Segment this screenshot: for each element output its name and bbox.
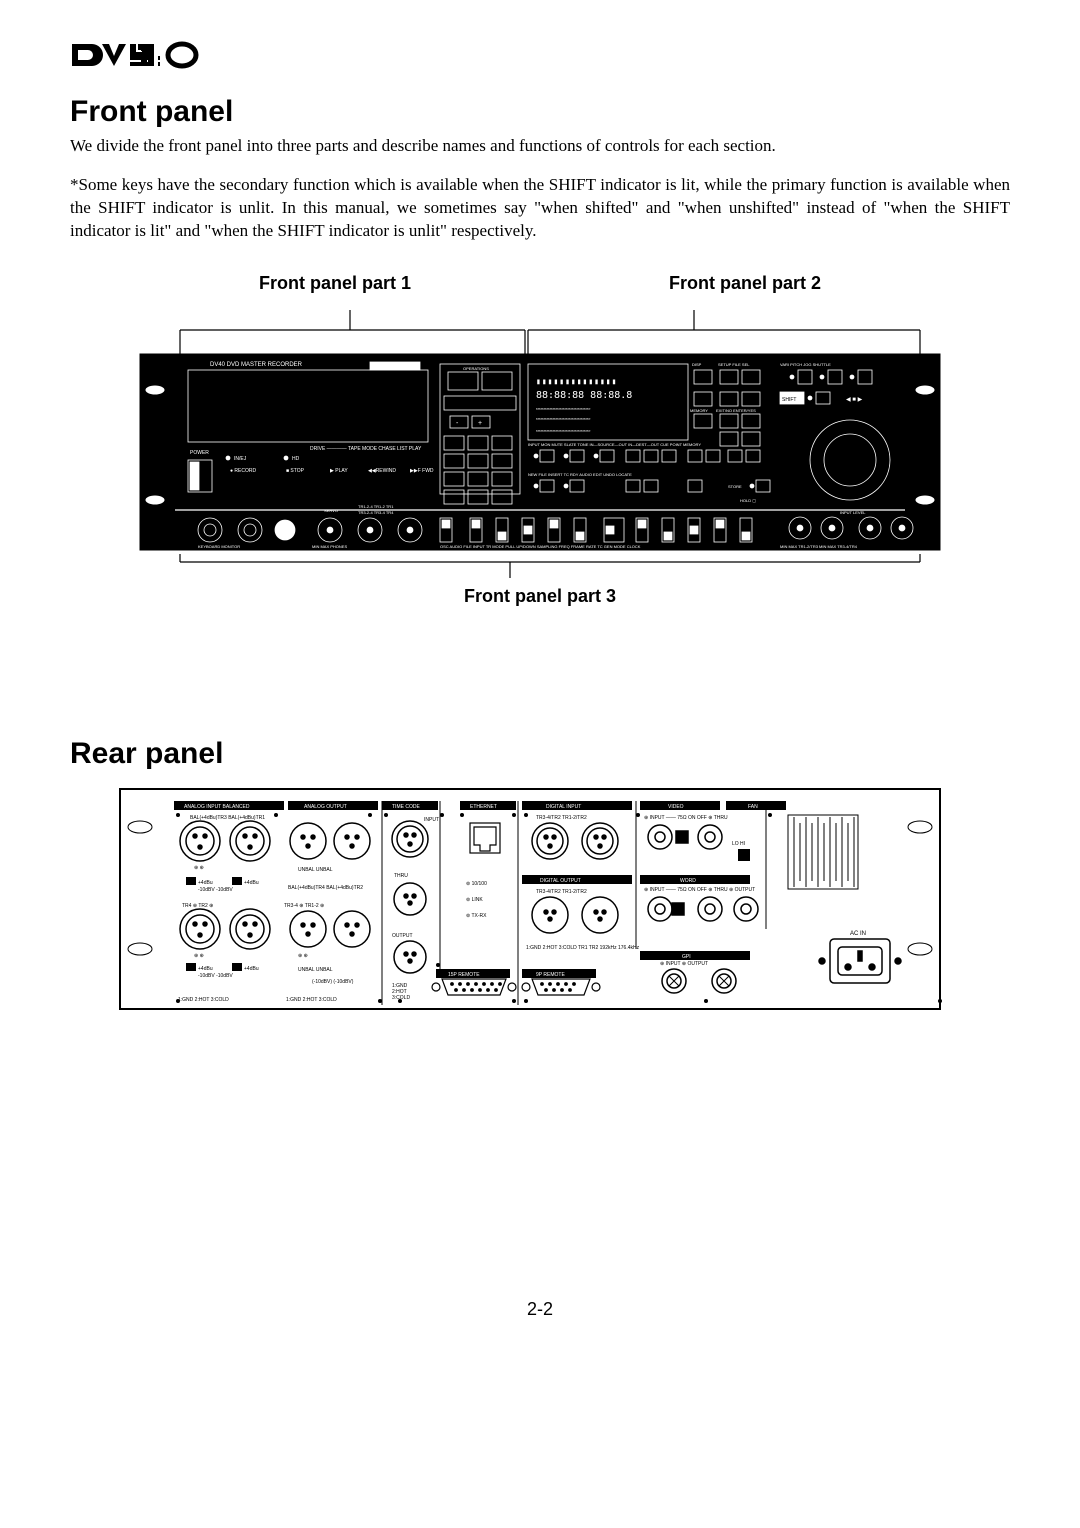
svg-text:OPERATIONS: OPERATIONS [463,366,489,371]
svg-text:OUTPUT: OUTPUT [392,933,413,939]
rear-panel-heading: Rear panel [70,737,1010,771]
svg-text:⊕ ⊕: ⊕ ⊕ [298,953,308,959]
svg-text:⊕ INPUT —— 75Ω ON OFF ⊕ THRU: ⊕ INPUT —— 75Ω ON OFF ⊕ THRU [644,815,728,821]
svg-text:⊕ INPUT ⊕ OUTPUT: ⊕ INPUT ⊕ OUTPUT [660,961,708,967]
svg-text:▭▭▭▭▭▭▭▭▭▭▭▭▭▭▭▭▭▭: ▭▭▭▭▭▭▭▭▭▭▭▭▭▭▭▭▭▭ [536,416,590,422]
svg-text:▭▭▭▭▭▭▭▭▭▭▭▭▭▭▭▭▭▭: ▭▭▭▭▭▭▭▭▭▭▭▭▭▭▭▭▭▭ [536,406,590,412]
svg-text:⊕ INPUT —— 75Ω ON OFF ⊕ THRU: ⊕ INPUT —— 75Ω ON OFF ⊕ THRU ⊕ OUTPUT [644,887,755,893]
svg-text:⊚ TX-RX: ⊚ TX-RX [466,913,487,919]
label-front-part1: Front panel part 1 [259,273,411,294]
svg-text:MIN MAX TR1-2/TR3 MIN MAX: MIN MAX TR1-2/TR3 MIN MAX TR3-4/TR4 [780,544,858,549]
svg-text:FAN: FAN [748,804,758,810]
svg-text:VIDEO: VIDEO [668,804,684,810]
svg-text:INPUT MON MUTE SLATE TONE: INPUT MON MUTE SLATE TONE IN—SOURCE—OUT … [528,442,701,447]
svg-text:TR4 ⊕ TR2 ⊕: TR4 ⊕ TR2 ⊕ [182,903,213,909]
svg-text:THRU: THRU [394,873,408,879]
svg-text:⊕ ⊕: ⊕ ⊕ [194,953,204,959]
svg-text:KEYBOARD MONITOR: KEYBOARD MONITOR [198,544,240,549]
svg-text:WORD: WORD [680,878,696,884]
svg-text:OSC AUDIO FILE INPUT TR: OSC AUDIO FILE INPUT TR MODE PULL UP/DOW… [440,544,641,549]
svg-text:IN/EJ: IN/EJ [234,456,247,462]
svg-text:TIME CODE: TIME CODE [392,804,420,810]
svg-text:VARI PITCH JOG SHUTTLE: VARI PITCH JOG SHUTTLE [780,362,831,367]
svg-text:MIN MAX PHONES: MIN MAX PHONES [312,544,347,549]
page-number: 2-2 [70,1299,1010,1320]
svg-text:POWER: POWER [190,450,209,456]
svg-text:ANALOG INPUT BALANCED: ANALOG INPUT BALANCED [184,804,250,810]
svg-text:ANALOG OUTPUT: ANALOG OUTPUT [304,804,347,810]
svg-text:1:GND 2:HOT 3:COLD TR1 TR2: 1:GND 2:HOT 3:COLD TR1 TR2 192kHz 176.4k… [526,945,640,951]
svg-text:+4dBu: +4dBu [244,880,259,886]
svg-text:⊚ 10/100: ⊚ 10/100 [466,881,487,887]
front-panel-note: *Some keys have the secondary function w… [70,174,1010,243]
svg-text:◀◀REWIND: ◀◀REWIND [368,468,396,474]
svg-text:3:COLD: 3:COLD [392,995,410,1001]
product-logo [70,40,1010,77]
svg-text:+: + [478,420,482,427]
front-panel-heading: Front panel [70,95,1010,129]
label-front-part2: Front panel part 2 [669,273,821,294]
svg-text:NEW FILE INSERT TC RDY A: NEW FILE INSERT TC RDY AUDIO EDIT UNDO L… [528,472,632,477]
svg-text:SHIFT: SHIFT [782,397,796,403]
svg-text:TR3-4 ⊕ TR1-2 ⊕: TR3-4 ⊕ TR1-2 ⊕ [284,903,324,909]
svg-text:● RECORD: ● RECORD [230,468,256,474]
svg-text:GPI: GPI [682,954,691,960]
svg-text:◀ ■ ▶: ◀ ■ ▶ [846,397,863,403]
svg-text:9P REMOTE: 9P REMOTE [536,972,565,978]
svg-text:+4dBu: +4dBu [198,966,213,972]
svg-text:INPUT: INPUT [424,817,439,823]
svg-text:-10dBV -10dBV: -10dBV -10dBV [198,973,233,979]
svg-text:DISP: DISP [692,362,702,367]
svg-text:TR3-2-4 TR3-4 TR4: TR3-2-4 TR3-4 TR4 [358,510,394,515]
svg-text:+4dBu: +4dBu [244,966,259,972]
svg-text:▶ PLAY: ▶ PLAY [330,468,348,474]
svg-text:DV40 DVD MASTER RECORDER: DV40 DVD MASTER RECORDER [210,362,303,368]
svg-text:-10dBV -10dBV: -10dBV -10dBV [198,887,233,893]
svg-text:⊕ ⊕: ⊕ ⊕ [194,865,204,871]
svg-text:HOLD ▢: HOLD ▢ [740,498,756,503]
svg-text:▭▭▭▭▭▭▭▭▭▭▭▭▭▭▭▭▭▭: ▭▭▭▭▭▭▭▭▭▭▭▭▭▭▭▭▭▭ [536,428,590,434]
svg-text:1:GND 2:HOT 3:COLD: 1:GND 2:HOT 3:COLD [178,997,229,1003]
svg-text:DIGITAL INPUT: DIGITAL INPUT [546,804,581,810]
svg-text:▶▶F FWD: ▶▶F FWD [410,468,434,474]
svg-text:▮▮▮▮▮▮▮▮▮▮▮▮▮▮: ▮▮▮▮▮▮▮▮▮▮▮▮▮▮ [536,377,617,386]
svg-text:+4dBu: +4dBu [198,880,213,886]
front-panel-intro: We divide the front panel into three par… [70,135,1010,158]
svg-text:ETHERNET: ETHERNET [470,804,497,810]
svg-text:EXIT/NO ENTER/YES: EXIT/NO ENTER/YES [716,408,756,413]
svg-text:SETUP FILE SEL: SETUP FILE SEL [718,362,750,367]
svg-text:UNBAL UNBAL: UNBAL UNBAL [298,967,333,973]
svg-text:UNBAL UNBAL: UNBAL UNBAL [298,867,333,873]
svg-text:MEMORY: MEMORY [690,408,708,413]
svg-text:TR1-2-4 TR1-2 TR1: TR1-2-4 TR1-2 TR1 [358,504,394,509]
svg-text:DRIVE ———— TAPE MODE CHASE: DRIVE ———— TAPE MODE CHASE LIST PLAY [310,446,422,452]
svg-text:SERVO: SERVO [324,508,338,513]
svg-text:DIGITAL OUTPUT: DIGITAL OUTPUT [540,878,581,884]
svg-text:HD: HD [292,456,300,462]
svg-text:BAL(+4dBu)TR3 BAL(+4dBu)TR1: BAL(+4dBu)TR3 BAL(+4dBu)TR1 [190,815,265,821]
svg-text:15P REMOTE: 15P REMOTE [448,972,480,978]
svg-text:■ STOP: ■ STOP [286,468,305,474]
svg-text:(-10dBV) (-10dBV): (-10dBV) (-10dBV) [312,979,354,985]
svg-text:INPUT LEVEL: INPUT LEVEL [840,510,866,515]
svg-text:TR3-4/TR2 TR1-2/TR2: TR3-4/TR2 TR1-2/TR2 [536,889,587,895]
svg-text:⊚ LINK: ⊚ LINK [466,897,483,903]
svg-text:STORE: STORE [728,484,742,489]
svg-text:88:88:88 88:88.8: 88:88:88 88:88.8 [536,390,632,401]
svg-text:BAL(+4dBu)TR4 BAL(+4dBu)TR2: BAL(+4dBu)TR4 BAL(+4dBu)TR2 [288,885,363,891]
front-panel-diagram-block: Front panel part 1 Front panel part 2 [70,273,1010,607]
rear-panel-svg: ANALOG INPUT BALANCED ANALOG OUTPUT TIME… [70,779,990,1019]
svg-text:TR3-4/TR2 TR1-2/TR2: TR3-4/TR2 TR1-2/TR2 [536,815,587,821]
label-front-part3: Front panel part 3 [464,586,616,607]
svg-text:1:GND 2:HOT 3:COLD: 1:GND 2:HOT 3:COLD [286,997,337,1003]
front-panel-svg: DV40 DVD MASTER RECORDER POWER IN/EJ HD … [80,300,1000,580]
svg-text:AC IN: AC IN [850,931,866,937]
svg-text:LO HI: LO HI [732,841,745,847]
